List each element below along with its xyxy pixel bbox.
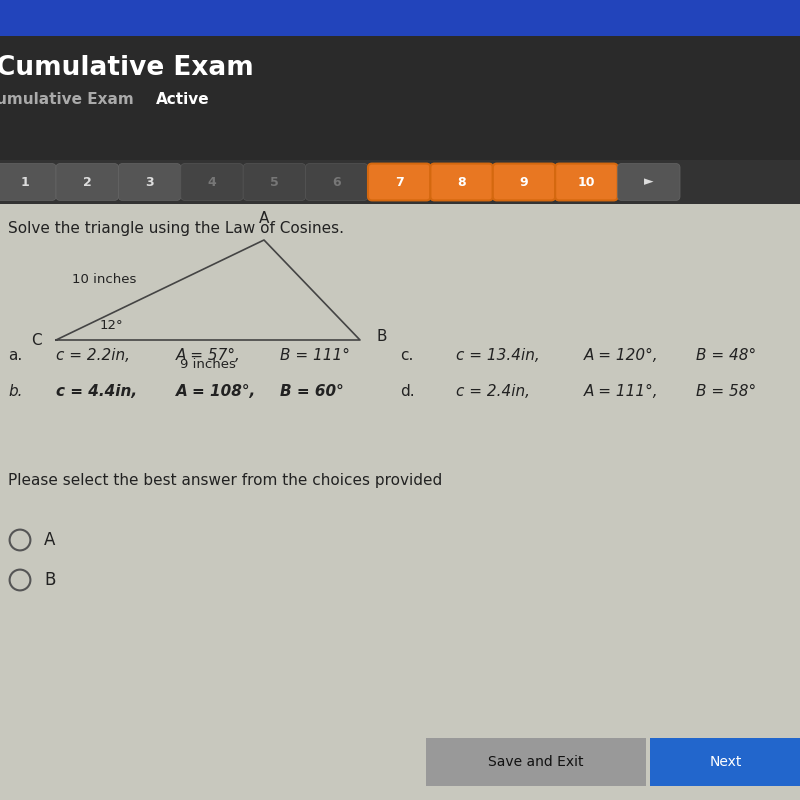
Text: B: B [376,329,386,343]
Text: B = 48°: B = 48° [696,349,756,363]
FancyBboxPatch shape [0,0,800,36]
Text: A = 111°,: A = 111°, [584,385,658,399]
Text: A = 108°,: A = 108°, [176,385,256,399]
Text: 2: 2 [83,175,91,189]
Text: Please select the best answer from the choices provided: Please select the best answer from the c… [8,473,442,487]
Text: A: A [259,210,269,226]
Text: A = 120°,: A = 120°, [584,349,658,363]
FancyBboxPatch shape [56,164,118,201]
Text: 7: 7 [395,175,403,189]
Text: Save and Exit: Save and Exit [488,755,584,769]
Text: umulative Exam: umulative Exam [0,93,134,107]
Text: Solve the triangle using the Law of Cosines.: Solve the triangle using the Law of Cosi… [8,221,344,235]
FancyBboxPatch shape [118,164,181,201]
Text: c = 4.4in,: c = 4.4in, [56,385,137,399]
Text: 3: 3 [146,175,154,189]
Text: A = 57°,: A = 57°, [176,349,241,363]
FancyBboxPatch shape [243,164,306,201]
Text: Active: Active [156,93,210,107]
Text: 10 inches: 10 inches [72,273,136,286]
FancyBboxPatch shape [426,738,646,786]
Text: b.: b. [8,385,22,399]
Text: Next: Next [710,755,742,769]
FancyBboxPatch shape [493,164,555,201]
Text: Cumulative Exam: Cumulative Exam [0,55,254,81]
Text: 12°: 12° [100,319,124,332]
Text: c = 2.4in,: c = 2.4in, [456,385,530,399]
Text: B = 111°: B = 111° [280,349,350,363]
Text: 4: 4 [208,175,216,189]
Text: 6: 6 [333,175,341,189]
Text: 1: 1 [21,175,29,189]
Text: B = 60°: B = 60° [280,385,344,399]
FancyBboxPatch shape [555,164,618,201]
Text: B: B [44,571,55,589]
FancyBboxPatch shape [306,164,368,201]
Text: 9 inches: 9 inches [180,358,236,370]
Text: ►: ► [644,175,654,189]
Text: c = 2.2in,: c = 2.2in, [56,349,130,363]
Text: C: C [31,333,42,347]
Text: A: A [44,531,55,549]
FancyBboxPatch shape [650,738,800,786]
Text: 10: 10 [578,175,595,189]
FancyBboxPatch shape [368,164,430,201]
FancyBboxPatch shape [430,164,493,201]
Text: 5: 5 [270,175,278,189]
Text: d.: d. [400,385,414,399]
FancyBboxPatch shape [618,164,680,201]
Text: 8: 8 [458,175,466,189]
FancyBboxPatch shape [0,36,800,160]
FancyBboxPatch shape [0,164,56,201]
Text: 9: 9 [520,175,528,189]
Text: c.: c. [400,349,414,363]
Text: B = 58°: B = 58° [696,385,756,399]
Text: c = 13.4in,: c = 13.4in, [456,349,540,363]
Text: a.: a. [8,349,22,363]
FancyBboxPatch shape [181,164,243,201]
FancyBboxPatch shape [0,160,800,204]
